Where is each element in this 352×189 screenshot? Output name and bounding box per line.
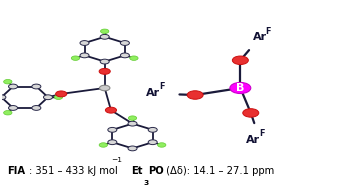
Circle shape: [32, 84, 41, 89]
Text: Ar: Ar: [246, 135, 260, 145]
Circle shape: [148, 140, 157, 145]
Text: F: F: [266, 27, 271, 36]
Circle shape: [130, 56, 138, 60]
Text: FIA: FIA: [7, 166, 25, 176]
Circle shape: [120, 53, 130, 58]
Circle shape: [8, 84, 18, 89]
Text: B: B: [236, 83, 245, 93]
Circle shape: [71, 56, 80, 60]
Circle shape: [4, 111, 12, 115]
Circle shape: [232, 56, 249, 64]
Text: 3: 3: [144, 180, 149, 186]
Text: : 351 – 433 kJ mol: : 351 – 433 kJ mol: [29, 166, 118, 176]
Circle shape: [99, 143, 107, 147]
Circle shape: [101, 29, 109, 33]
Circle shape: [80, 41, 89, 45]
Circle shape: [108, 127, 117, 132]
Circle shape: [32, 105, 41, 110]
Circle shape: [230, 82, 251, 94]
Circle shape: [128, 116, 137, 120]
Circle shape: [187, 91, 203, 99]
Circle shape: [120, 41, 130, 45]
Circle shape: [56, 91, 67, 97]
Circle shape: [100, 34, 109, 39]
Circle shape: [80, 53, 89, 58]
Text: Ar: Ar: [146, 88, 161, 98]
Circle shape: [44, 95, 52, 100]
Circle shape: [99, 68, 110, 74]
Circle shape: [108, 140, 117, 145]
Circle shape: [0, 95, 6, 100]
Text: F: F: [259, 129, 264, 138]
Circle shape: [158, 143, 166, 147]
Circle shape: [105, 107, 117, 113]
Circle shape: [100, 85, 110, 91]
Circle shape: [54, 95, 63, 99]
Text: (Δδ): 14.1 – 27.1 ppm: (Δδ): 14.1 – 27.1 ppm: [163, 166, 274, 176]
Text: −1: −1: [111, 157, 122, 163]
Text: PO: PO: [148, 166, 164, 176]
Circle shape: [128, 121, 137, 126]
Circle shape: [100, 59, 109, 64]
Text: F: F: [160, 82, 165, 91]
Circle shape: [128, 146, 137, 151]
Text: Ar: Ar: [252, 32, 267, 42]
Circle shape: [148, 127, 157, 132]
Text: Et: Et: [131, 166, 142, 176]
Circle shape: [243, 109, 259, 117]
Circle shape: [4, 80, 12, 84]
Circle shape: [8, 105, 18, 110]
